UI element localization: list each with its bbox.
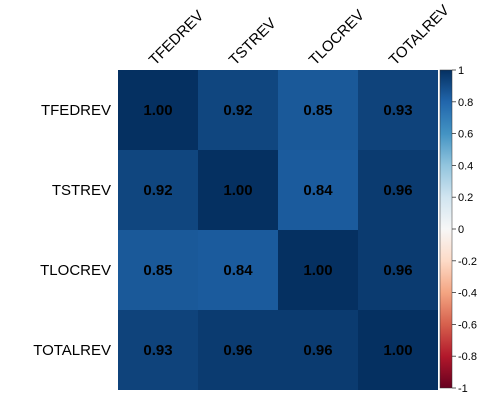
column-label: TLOCREV bbox=[306, 7, 368, 69]
colorbar-tick-label: -0.4 bbox=[458, 288, 477, 300]
heatmap-cells bbox=[118, 70, 438, 390]
cell-value-label: 1.00 bbox=[143, 102, 172, 119]
colorbar-tick-label: -0.6 bbox=[458, 319, 477, 331]
cell-value-label: 0.84 bbox=[223, 262, 253, 279]
heatmap-cell bbox=[118, 70, 198, 150]
heatmap-cell bbox=[358, 70, 438, 150]
cell-value-label: 0.85 bbox=[303, 102, 332, 119]
cell-value-label: 0.96 bbox=[303, 342, 332, 359]
colorbar-tick-label: 1 bbox=[458, 65, 464, 77]
colorbar-tick-label: -0.2 bbox=[458, 256, 477, 268]
heatmap-cell bbox=[358, 230, 438, 310]
heatmap-cell bbox=[118, 310, 198, 390]
heatmap-cell bbox=[118, 230, 198, 310]
heatmap-cell bbox=[278, 230, 358, 310]
heatmap-cell bbox=[198, 70, 278, 150]
row-labels: TFEDREV TSTREV TLOCREV TOTALREV bbox=[33, 102, 111, 359]
cell-value-label: 0.93 bbox=[143, 342, 172, 359]
column-label: TFEDREV bbox=[146, 7, 208, 69]
heatmap-cell bbox=[278, 70, 358, 150]
colorbar-tick-label: 0.4 bbox=[458, 160, 473, 172]
column-label: TSTREV bbox=[226, 15, 280, 69]
colorbar-gradient bbox=[439, 69, 453, 389]
row-label: TFEDREV bbox=[41, 102, 111, 119]
cell-value-label: 1.00 bbox=[383, 342, 412, 359]
cell-value-label: 0.84 bbox=[303, 182, 333, 199]
heatmap-cell bbox=[358, 150, 438, 230]
heatmap-cell bbox=[358, 310, 438, 390]
row-label: TSTREV bbox=[52, 182, 111, 199]
cell-value-label: 1.00 bbox=[223, 182, 252, 199]
cell-value-label: 0.85 bbox=[143, 262, 172, 279]
colorbar: 1 0.8 0.6 0.4 0.2 0 -0.2 -0.4 -0.6 -0.8 -1 bbox=[439, 65, 477, 395]
cell-value-label: 0.96 bbox=[383, 182, 412, 199]
colorbar-tick-label: 0.8 bbox=[458, 97, 473, 109]
colorbar-tick-label: -0.8 bbox=[458, 351, 477, 363]
heatmap-cell bbox=[198, 150, 278, 230]
heatmap-cell bbox=[278, 150, 358, 230]
row-label: TOTALREV bbox=[33, 342, 111, 359]
cell-value-label: 1.00 bbox=[303, 262, 332, 279]
heatmap-cell bbox=[198, 230, 278, 310]
cell-value-label: 0.93 bbox=[383, 102, 412, 119]
column-labels: TFEDREV TSTREV TLOCREV TOTALREV bbox=[146, 2, 453, 69]
heatmap-cell bbox=[118, 150, 198, 230]
colorbar-tick-label: 0.2 bbox=[458, 192, 473, 204]
cell-value-label: 0.92 bbox=[143, 182, 172, 199]
cell-value-label: 0.92 bbox=[223, 102, 252, 119]
heatmap-cell bbox=[198, 310, 278, 390]
cell-value-label: 0.96 bbox=[223, 342, 252, 359]
column-label: TOTALREV bbox=[386, 2, 453, 69]
colorbar-tick-label: 0 bbox=[458, 224, 464, 236]
heatmap-cell bbox=[278, 310, 358, 390]
cell-value-label: 0.96 bbox=[383, 262, 412, 279]
colorbar-tick-label: -1 bbox=[458, 383, 468, 395]
heatmap-value-labels: 1.00 0.92 0.85 0.93 0.92 1.00 0.84 0.96 0.85 0.84… bbox=[143, 102, 412, 359]
colorbar-tick-label: 0.6 bbox=[458, 129, 473, 141]
row-label: TLOCREV bbox=[40, 262, 111, 279]
